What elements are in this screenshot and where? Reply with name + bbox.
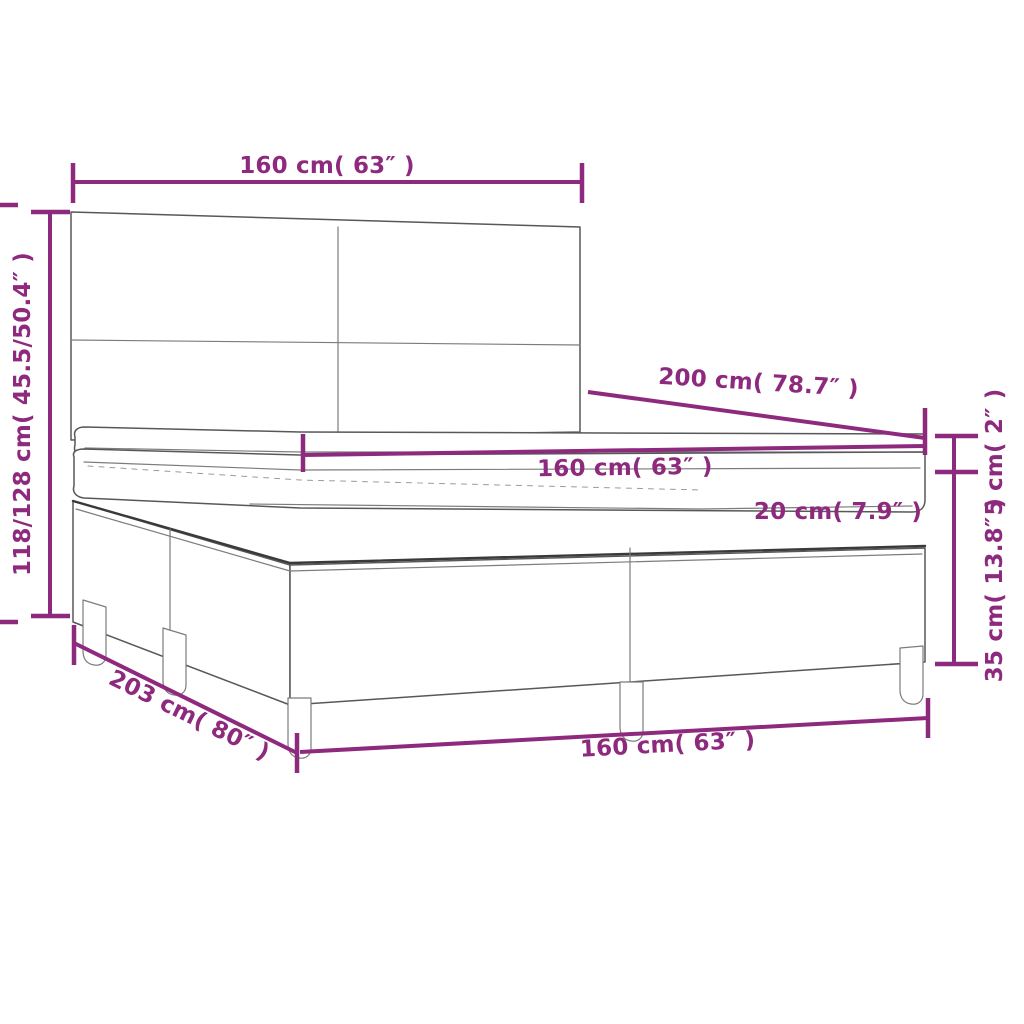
base-top-edge-left [71, 499, 292, 565]
base-top-edge-front [288, 544, 927, 565]
dimension-base-height: 35 cm( 13.8″ ) [935, 472, 1008, 682]
base-group [71, 499, 927, 706]
dim-label-mattress-width: 160 cm( 63″ ) [537, 454, 713, 482]
dim-label-mattress-height: 20 cm( 7.9″ ) [754, 499, 922, 525]
mattress-stitch-seam [87, 465, 701, 491]
base-front-face [289, 547, 926, 706]
dim-label-bed-length: 200 cm( 78.7″ ) [657, 364, 859, 403]
dim-label-base-width: 160 cm( 63″ ) [579, 727, 756, 762]
leg-front-right [899, 645, 924, 705]
leg-mid-left [162, 627, 187, 696]
dim-line-base-width [299, 716, 929, 754]
mattress-group [72, 448, 926, 513]
dimension-total-height: 118/128 cm( 45.5/50.4″ ) [0, 202, 70, 625]
dim-line-mattress-width [302, 444, 926, 457]
dim-line-base-length [73, 641, 298, 755]
dim-label-base-height: 35 cm( 13.8″ ) [982, 498, 1008, 682]
topper-seam [84, 447, 926, 453]
dimension-base-width: 160 cm( 63″ ) [299, 698, 931, 763]
dim-label-total-height: 118/128 cm( 45.5/50.4″ ) [10, 252, 36, 576]
mattress-top-edge [83, 461, 921, 471]
headboard-outline [70, 211, 581, 441]
mattress-outline [72, 448, 926, 513]
headboard-group [70, 211, 581, 441]
dim-label-headboard-width: 160 cm( 63″ ) [239, 153, 415, 179]
dim-line-bed-length [587, 390, 926, 440]
base-edge-highlight-front [289, 553, 923, 572]
dimension-topper-height: 5 cm( 2″ ) [935, 389, 1008, 516]
dimension-headboard-width: 160 cm( 63″ ) [70, 153, 585, 203]
dimension-mattress-width: 160 cm( 63″ ) [300, 434, 926, 482]
base-edge-highlight-left [75, 508, 291, 572]
dimension-mattress-height: 20 cm( 7.9″ ) [754, 499, 922, 525]
mattress-lower-seam [249, 503, 913, 510]
dim-label-topper-height: 5 cm( 2″ ) [982, 389, 1008, 516]
headboard-divider-horizontal [70, 339, 581, 346]
